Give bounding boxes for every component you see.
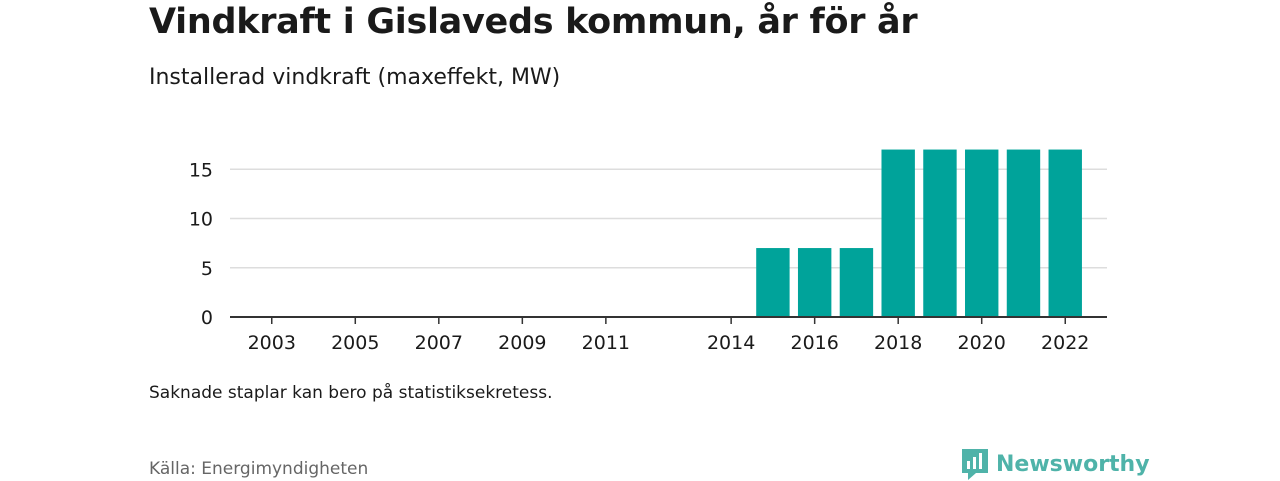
x-tick-label: 2016 — [790, 332, 838, 354]
axes — [230, 316, 1107, 324]
y-tick-label: 15 — [189, 159, 213, 181]
newsworthy-logo[interactable]: Newsworthy — [960, 447, 1150, 481]
x-tick-label: 2014 — [707, 332, 755, 354]
gridlines — [230, 168, 1107, 269]
bar-2018[interactable] — [881, 149, 915, 317]
bar-2017[interactable] — [839, 248, 874, 317]
brand-name: Newsworthy — [996, 451, 1150, 477]
y-tick-label: 0 — [201, 307, 213, 329]
x-tick-label: 2020 — [958, 332, 1006, 354]
x-tick-label: 2009 — [498, 332, 546, 354]
y-tick-label: 5 — [201, 258, 213, 280]
bar-2020[interactable] — [965, 149, 999, 317]
x-tick-label: 2003 — [248, 332, 296, 354]
bar-2022[interactable] — [1048, 149, 1082, 317]
x-tick-label: 2005 — [331, 332, 379, 354]
bar-2016[interactable] — [797, 248, 832, 317]
x-tick-label: 2007 — [415, 332, 463, 354]
chart-logo-icon — [962, 449, 988, 480]
bar-2015[interactable] — [756, 248, 790, 317]
chart-subtitle: Installerad vindkraft (maxeffekt, MW) — [149, 65, 561, 90]
y-tick-label: 10 — [189, 209, 213, 231]
footnote: Saknade staplar kan bero på statistiksek… — [149, 383, 553, 403]
bar-chart: 0 5 10 15 2003 2005 2007 2009 2011 2014 2016 2018 20… — [189, 149, 1107, 354]
bar-2019[interactable] — [923, 149, 957, 317]
source-text: Källa: Energimyndigheten — [149, 459, 369, 479]
bar-2021[interactable] — [1006, 149, 1041, 317]
x-tick-label: 2022 — [1041, 332, 1089, 354]
tick-labels: 0 5 10 15 2003 2005 2007 2009 2011 2014 2016 2018 20… — [189, 159, 1090, 354]
x-tick-label: 2018 — [874, 332, 922, 354]
bars — [756, 149, 1082, 317]
chart-title: Vindkraft i Gislaveds kommun, år för år — [149, 2, 918, 42]
x-tick-label: 2011 — [582, 332, 630, 354]
